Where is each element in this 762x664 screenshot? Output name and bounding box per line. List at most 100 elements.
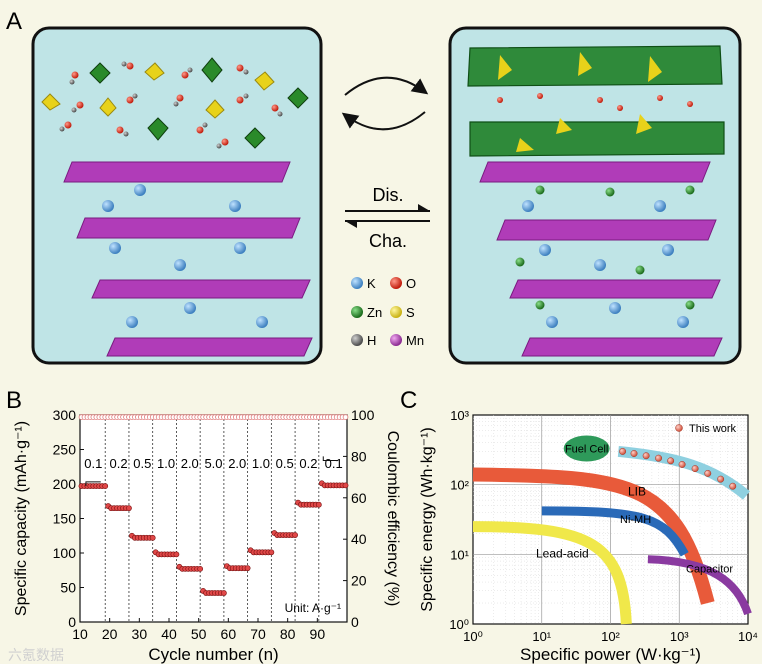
panel-a-label: A: [6, 8, 22, 35]
capacity-point: [149, 534, 156, 541]
x-tick-label: 30: [132, 626, 148, 642]
atom-legend: K O Zn S H Mn: [351, 276, 424, 348]
y2-tick-label: 20: [351, 573, 367, 589]
o-atom-icon: [390, 277, 402, 289]
this-work-point: [691, 465, 699, 473]
structure-right-box: [448, 26, 742, 365]
legend-h: H: [367, 333, 376, 348]
rate-label: 2.0: [228, 456, 246, 471]
rate-capability-chart: 0 50 100 150 200 250 300 0 20 40 60 80 100 10 20 30 40 50…: [13, 407, 401, 664]
x-tick-label: 10⁴: [738, 629, 758, 644]
s-atom-icon: [390, 306, 402, 318]
y-tick-label: 200: [53, 476, 77, 492]
left-axis-arrow-icon: [85, 481, 101, 487]
dissolved-species-left: [41, 57, 309, 149]
legend-zn: Zn: [367, 305, 382, 320]
this-work-point: [667, 457, 675, 465]
rate-label: 1.0: [252, 456, 270, 471]
mn-oxide-layers-right: [479, 161, 723, 357]
rate-label: 0.2: [110, 456, 128, 471]
legend-marker-icon: [675, 424, 683, 432]
legend-s: S: [406, 305, 415, 320]
efficiency-point: [342, 414, 349, 420]
ni-mh-region: [541, 506, 689, 557]
y2-tick-label: 0: [351, 614, 359, 630]
y-tick-label: 10⁰: [449, 617, 469, 632]
mn-atom-icon: [390, 334, 402, 346]
zinc-hydroxide-sulfate-layers: [467, 45, 725, 157]
fuel-cell-region: [563, 435, 610, 462]
y2-tick-label: 60: [351, 490, 367, 506]
this-work-point: [655, 454, 663, 462]
y2-tick-label: 40: [351, 531, 367, 547]
capacity-point: [244, 565, 251, 572]
rate-label: 0.1: [84, 456, 102, 471]
mn-oxide-layers-left: [63, 161, 313, 357]
capacity-point: [268, 549, 275, 556]
k-zn-ions-right: [515, 185, 695, 328]
y-tick-label: 10²: [450, 478, 469, 493]
rate-label: 0.1: [325, 456, 343, 471]
charge-label: Cha.: [369, 231, 407, 251]
this-work-point: [704, 469, 712, 477]
watermark: 六氪数据: [8, 648, 64, 664]
capacitor-region: [647, 555, 752, 616]
y-tick-label: 300: [53, 407, 77, 423]
legend-this-work: This work: [689, 423, 737, 435]
x-tick-label: 10¹: [532, 629, 551, 644]
y-tick-label: 10¹: [450, 547, 469, 562]
right-axis-arrow-icon: [322, 456, 339, 462]
x-tick-label: 40: [161, 626, 177, 642]
ni-mh-label: Ni-MH: [620, 514, 651, 526]
lead-acid-region: [472, 521, 632, 625]
x-tick-label: 70: [250, 626, 266, 642]
capacity-point: [102, 483, 109, 489]
x-tick-label: 10⁰: [463, 629, 483, 644]
this-work-point: [678, 461, 686, 468]
x-tick-label: 20: [102, 626, 118, 642]
capacity-point: [197, 565, 204, 572]
y-tick-label: 50: [60, 580, 76, 596]
legend-o: O: [406, 276, 416, 291]
this-work-point: [642, 452, 650, 460]
capacity-point: [126, 505, 132, 512]
lead-acid-label: Lead-acid: [536, 547, 589, 561]
x-axis-label: Cycle number (n): [148, 645, 278, 664]
x-tick-label: 10²: [601, 629, 620, 644]
reaction-arrows: [345, 204, 430, 228]
panel-b-label: B: [6, 387, 22, 414]
discharge-label: Dis.: [373, 185, 404, 205]
rate-label: 5.0: [204, 456, 222, 471]
legend-k: K: [367, 276, 376, 291]
x-axis-label: Specific power (W·kg⁻¹): [520, 645, 701, 664]
capacity-point: [220, 590, 227, 596]
y-axis-label: Specific energy (Wh·kg⁻¹): [419, 427, 436, 612]
solvated-species-right: [497, 93, 693, 111]
rate-label: 0.5: [276, 456, 294, 471]
y2-tick-label: 100: [351, 407, 375, 423]
y-tick-label: 0: [68, 614, 76, 630]
y-tick-label: 10³: [450, 408, 469, 423]
y-axis-label: Specific capacity (mAh·g⁻¹): [13, 421, 30, 616]
panel-c-label: C: [400, 387, 417, 414]
zn-atom-icon: [351, 306, 363, 318]
y-tick-label: 150: [53, 511, 77, 527]
this-work-point: [630, 450, 638, 457]
legend-mn: Mn: [406, 333, 424, 348]
capacity-point: [292, 532, 298, 538]
rate-label: 0.2: [299, 456, 317, 471]
structure-left-box: [31, 26, 323, 365]
lib-region: [472, 467, 715, 605]
lib-label: LIB: [628, 484, 646, 498]
capacity-point: [173, 551, 180, 558]
y2-tick-label: 80: [351, 448, 367, 464]
y-tick-label: 250: [53, 442, 77, 458]
k-ions-left: [102, 184, 268, 328]
unit-note: Unit: A·g⁻¹: [285, 601, 341, 615]
rate-label: 0.5: [133, 456, 151, 471]
fuel-cell-label: Fuel Cell: [565, 444, 608, 456]
this-work-point: [729, 482, 737, 490]
this-work-point: [619, 447, 627, 455]
k-atom-icon: [351, 277, 363, 289]
